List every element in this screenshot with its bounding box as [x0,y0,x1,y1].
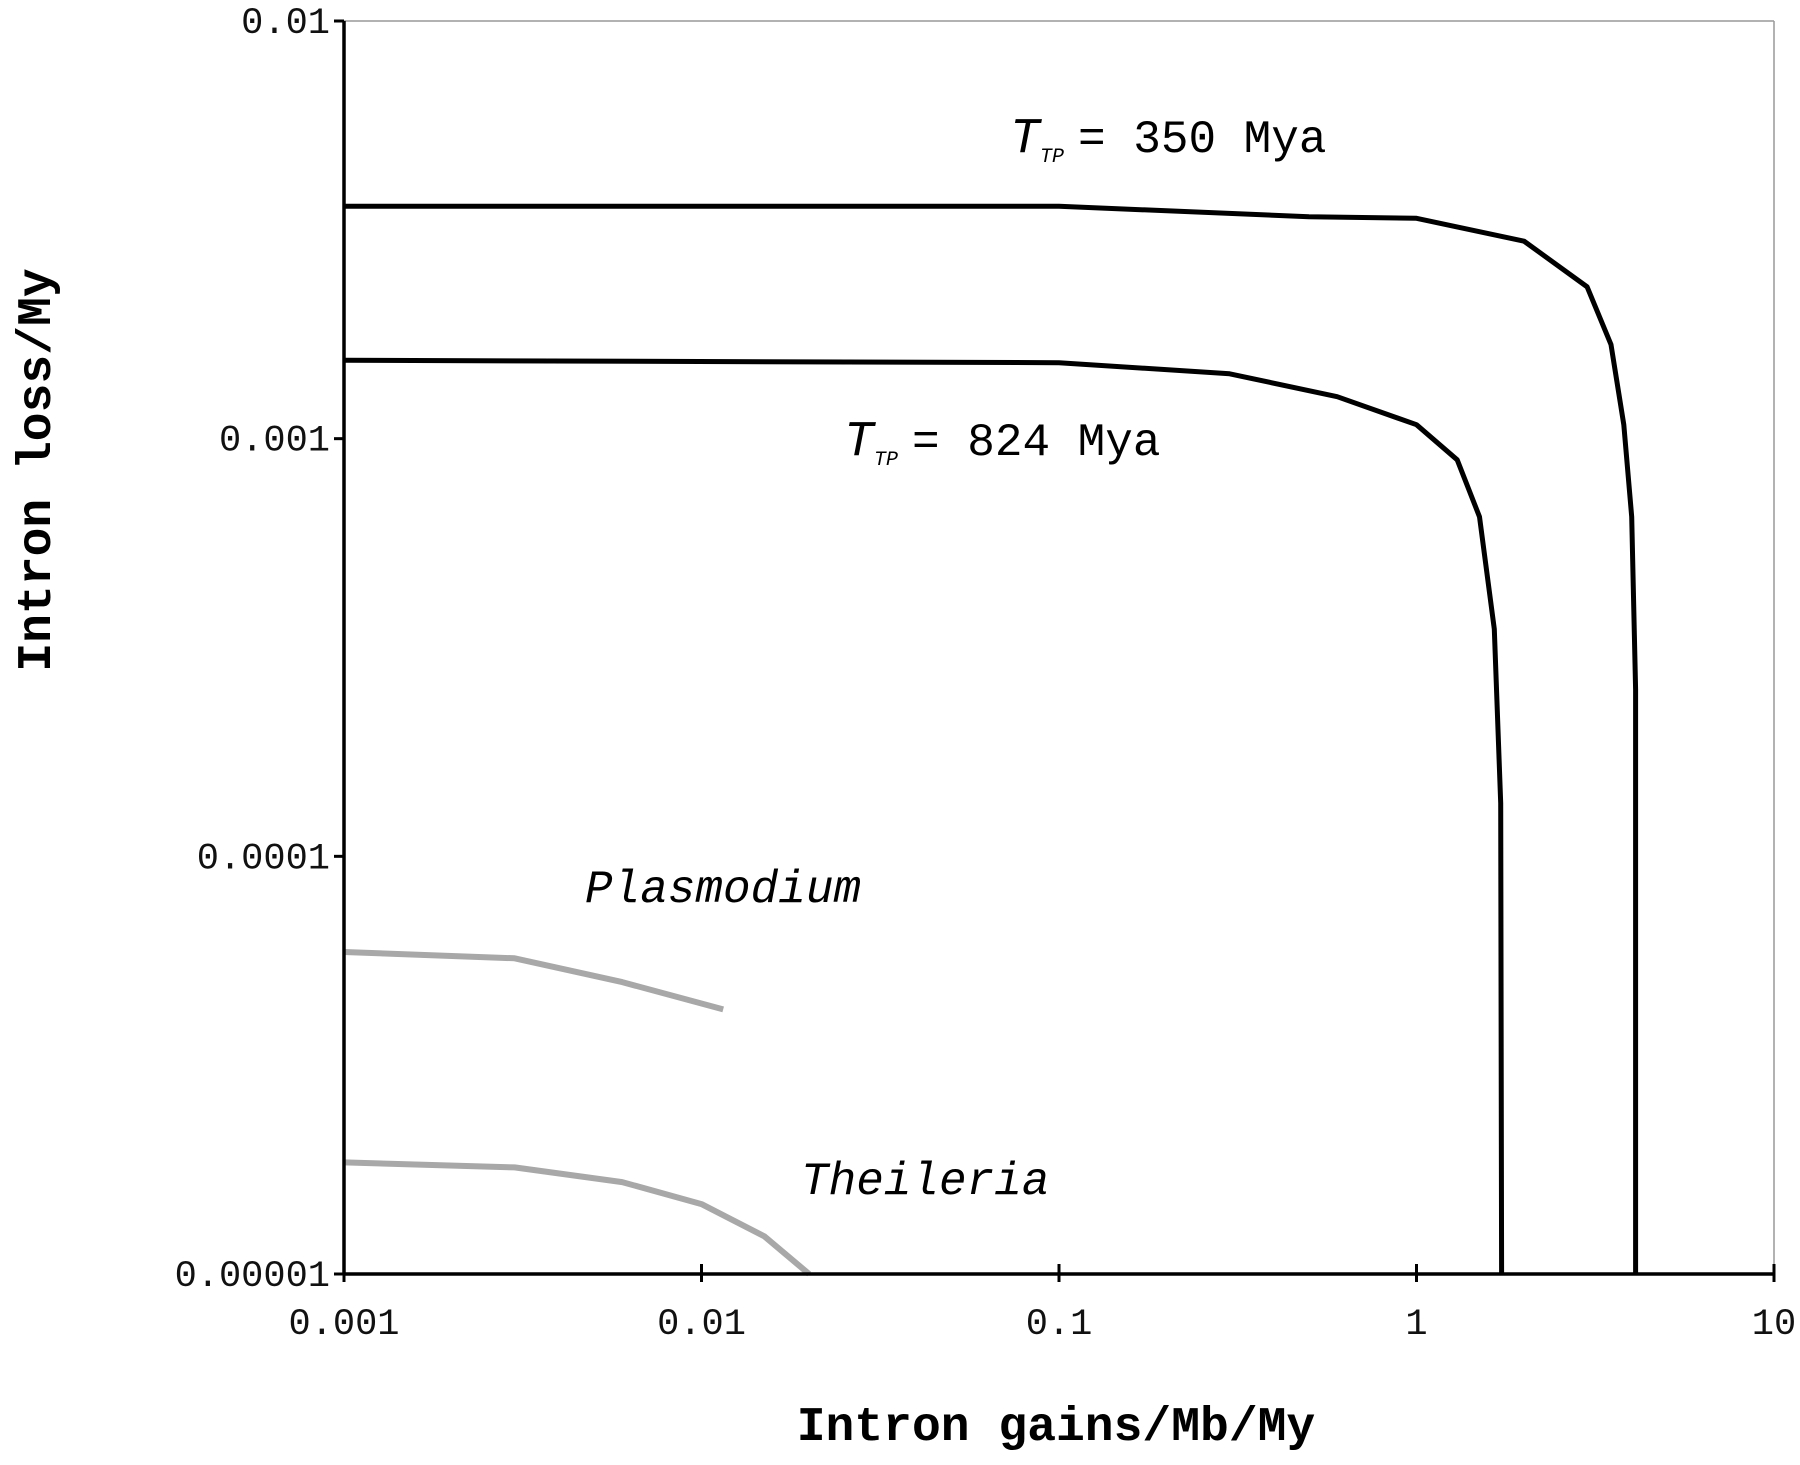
x-tick-label: 10 [1752,1304,1796,1346]
label-text: = 350 Mya [1078,114,1326,166]
label-subscript: TP [1040,146,1064,169]
series-line [343,949,724,1013]
series-line [344,203,1639,1274]
series-line [343,357,1505,1275]
y-axis-title: Intron loss/My [11,268,65,671]
series-label: Theileria [801,1156,1049,1208]
label-text: = 824 Mya [912,417,1160,469]
x-axis-title: Intron gains/Mb/My [797,1401,1315,1455]
y-tick-label: 0.001 [219,421,330,463]
y-tick-label: 0.00001 [175,1256,330,1298]
series-label: TTP = 350 Mya [1010,111,1326,169]
series-label: TTP = 824 Mya [844,414,1160,472]
x-tick-label: 0.1 [1026,1304,1093,1346]
series-label: Plasmodium [585,864,861,916]
y-tick-label: 0.01 [241,3,330,45]
y-tick-label: 0.0001 [197,838,330,880]
label-subscript: TP [874,449,898,472]
x-tick-label: 1 [1405,1304,1427,1346]
series-line [343,1159,812,1277]
label-symbol: T [844,414,876,471]
x-tick-label: 0.001 [288,1304,399,1346]
label-symbol: T [1010,111,1042,168]
x-tick-label: 0.01 [657,1304,746,1346]
